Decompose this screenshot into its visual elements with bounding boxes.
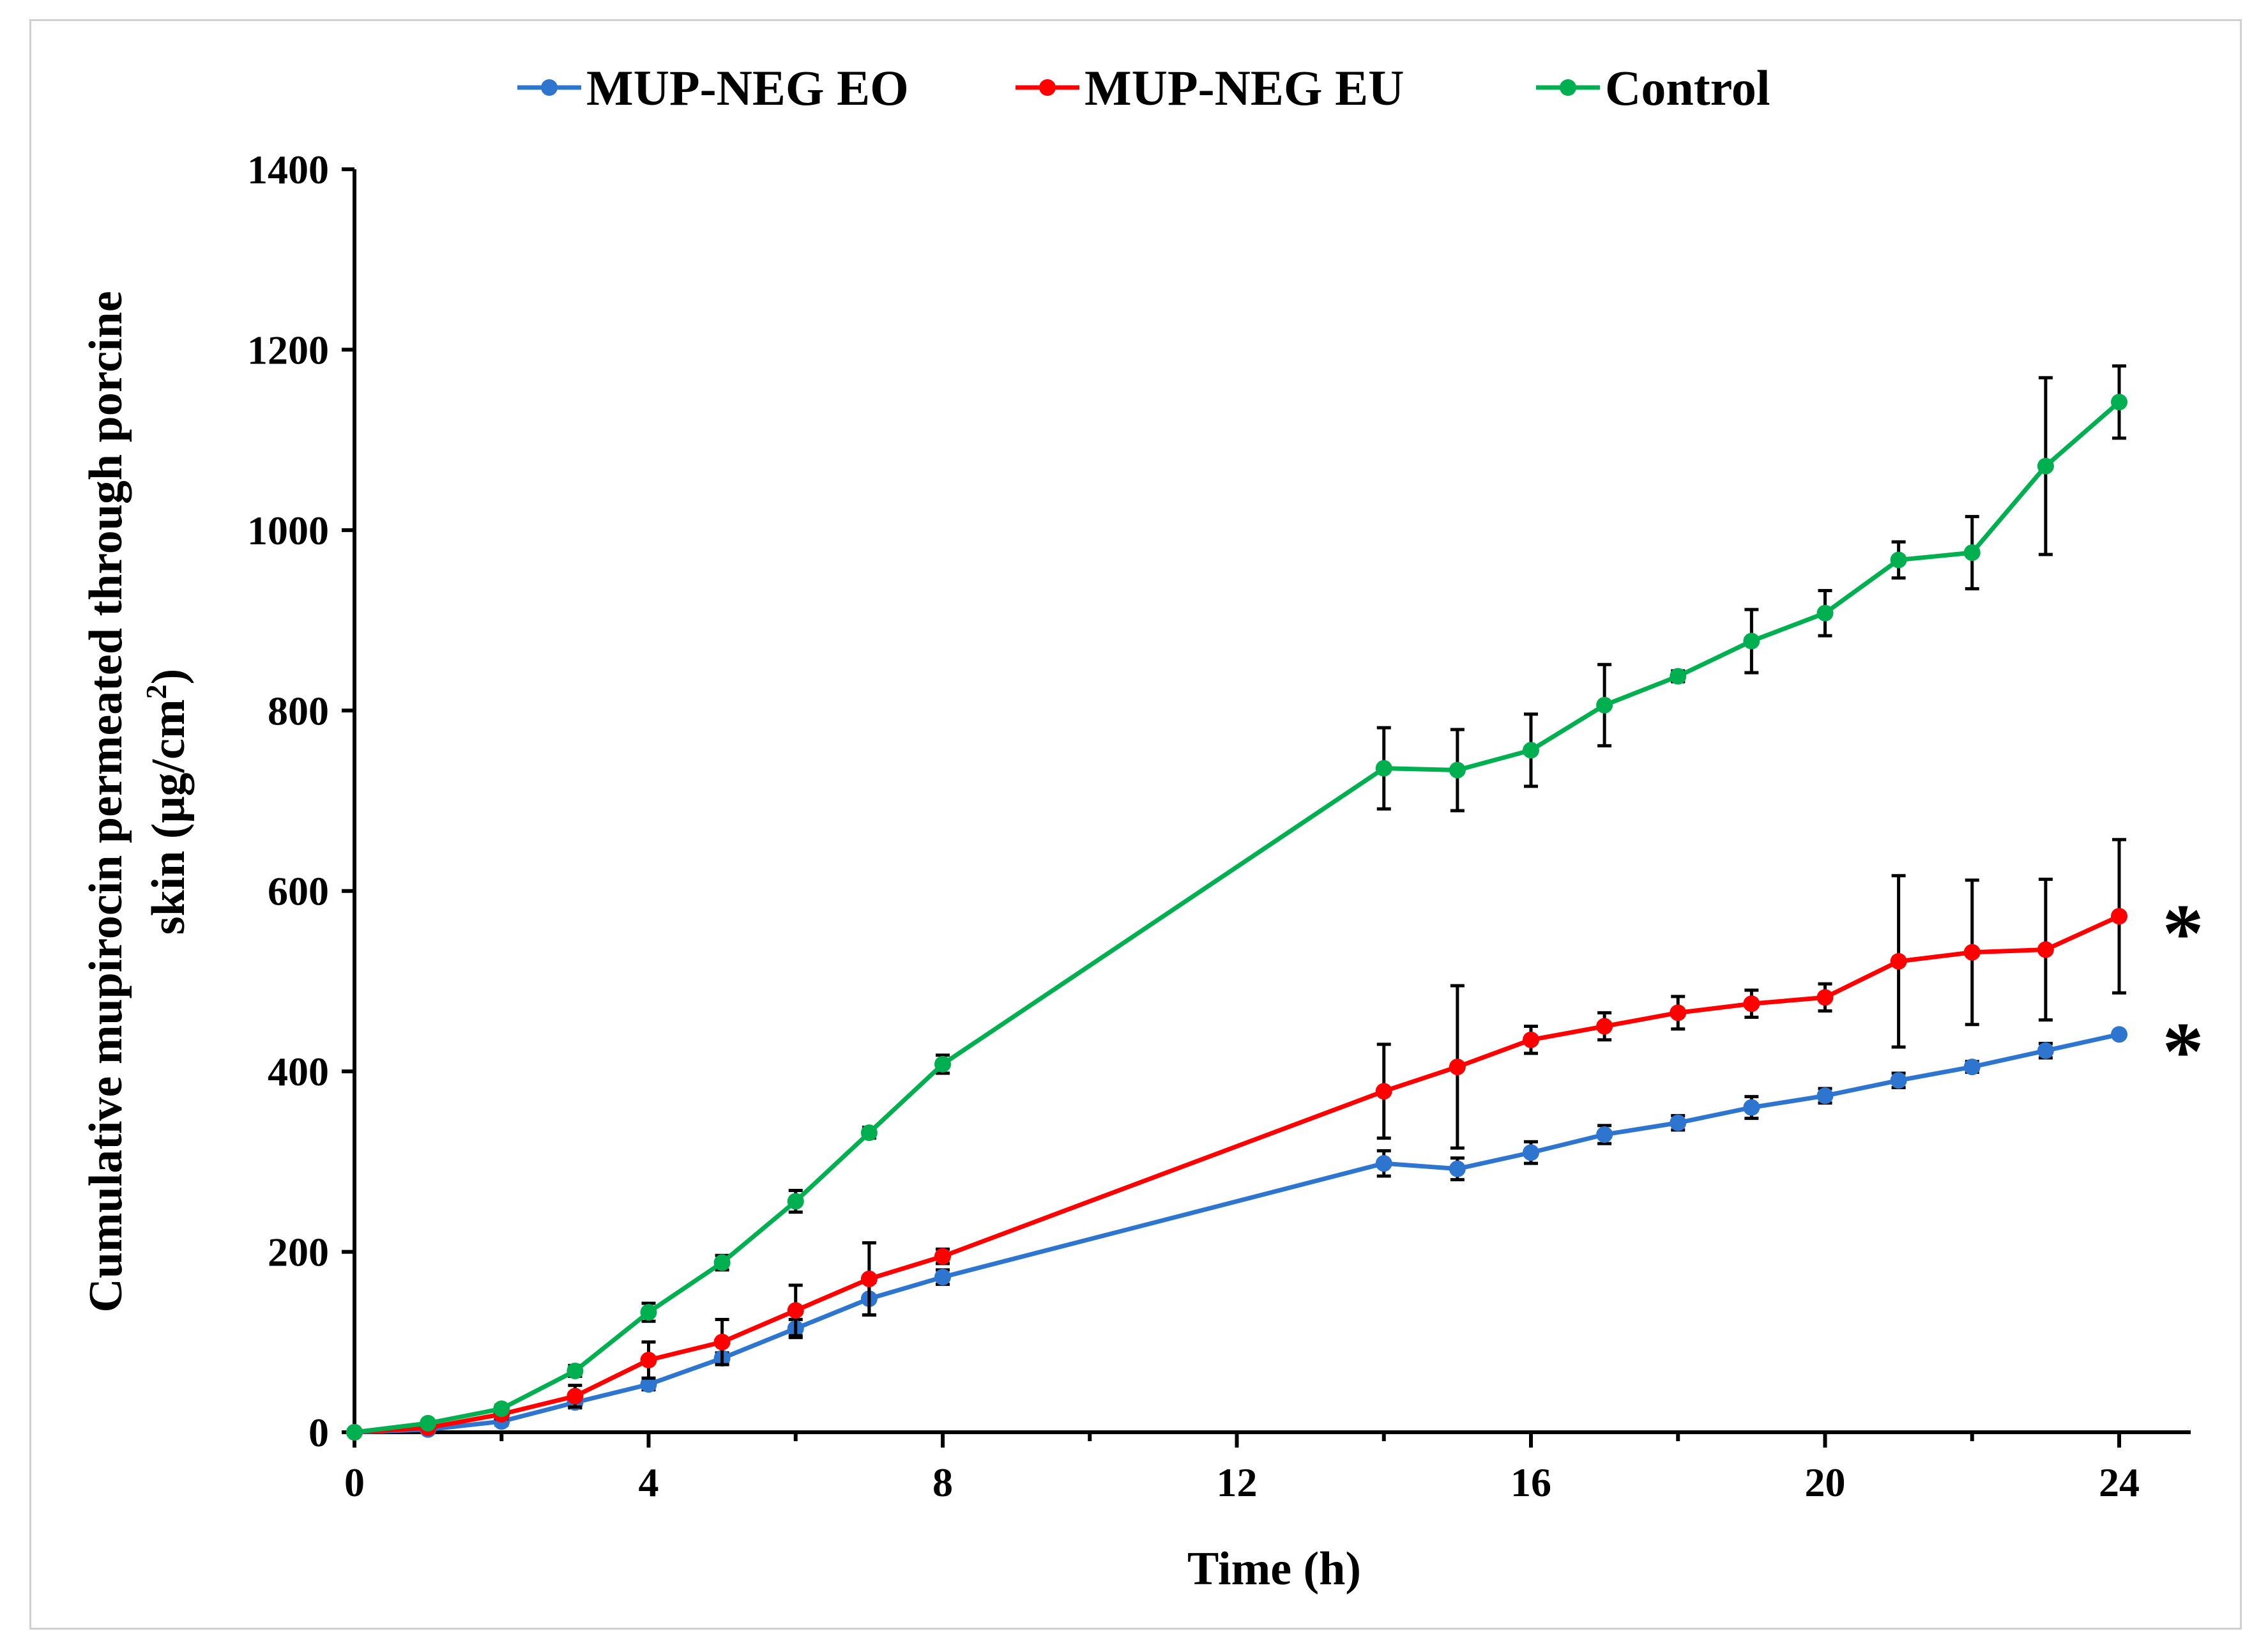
data-point — [1963, 544, 1981, 562]
data-point — [1963, 1059, 1981, 1076]
data-point — [1375, 1083, 1392, 1100]
y-tick-label: 1000 — [247, 508, 329, 553]
legend-label: MUP-NEG EO — [586, 60, 909, 116]
data-point — [2111, 1026, 2127, 1043]
y-tick-label: 0 — [308, 1410, 329, 1455]
x-tick-label: 4 — [639, 1460, 659, 1505]
data-point — [420, 1414, 437, 1432]
series-mup-neg-eu — [346, 837, 2127, 1441]
data-point — [934, 1248, 951, 1265]
y-axis-title-line2: skin (μg/cm2) — [140, 669, 195, 935]
legend-marker — [541, 79, 558, 96]
data-point — [1449, 761, 1466, 779]
data-point — [1375, 760, 1392, 777]
y-tick-label: 1200 — [247, 327, 329, 372]
data-point — [1743, 995, 1760, 1013]
x-axis-title: Time (h) — [1187, 1543, 1361, 1595]
data-point — [1670, 1004, 1687, 1021]
y-tick-label: 600 — [268, 869, 329, 914]
data-point — [1449, 1059, 1466, 1076]
legend-marker — [1560, 79, 1576, 96]
series-line — [354, 1032, 2120, 1435]
data-point — [713, 1254, 731, 1271]
data-point — [2037, 941, 2054, 958]
legend-marker — [1039, 79, 1056, 96]
legend-item: Control — [1536, 60, 1770, 116]
x-tick-label: 16 — [1511, 1460, 1551, 1505]
data-point — [1596, 696, 1613, 714]
data-point — [713, 1333, 731, 1350]
data-point — [1596, 1018, 1613, 1035]
data-point — [1670, 1114, 1687, 1131]
data-point — [1523, 1144, 1539, 1161]
data-point — [860, 1270, 878, 1287]
y-tick-label: 1400 — [247, 147, 329, 192]
legend: MUP-NEG EO MUP-NEG EU Control — [517, 60, 1770, 116]
data-point — [1743, 1099, 1760, 1116]
y-tick-label: 400 — [268, 1049, 329, 1094]
legend-label: Control — [1605, 60, 1770, 116]
y-axis-title-unit: skin (μg/cm — [142, 699, 195, 935]
series-layer: ** — [346, 364, 2204, 1441]
y-axis-title: Cumulative mupirocin permeated through p… — [80, 291, 132, 1312]
data-point — [934, 1055, 951, 1073]
data-point — [2111, 394, 2127, 411]
data-point — [934, 1269, 951, 1286]
data-point — [567, 1388, 584, 1405]
y-axis-title-superscript: 2 — [140, 684, 172, 699]
data-point — [1890, 1072, 1907, 1089]
data-point — [1816, 1087, 1834, 1105]
data-point — [1816, 989, 1834, 1006]
data-point — [2037, 1042, 2054, 1059]
significance-asterisk: * — [2163, 1006, 2204, 1098]
data-point — [567, 1362, 584, 1379]
x-tick-label: 20 — [1805, 1460, 1846, 1505]
series-line — [354, 914, 2120, 1435]
series-line — [354, 400, 2121, 1435]
data-point — [1670, 668, 1687, 685]
data-point — [640, 1376, 657, 1393]
x-tick-label: 8 — [932, 1460, 953, 1505]
data-point — [1375, 1155, 1392, 1172]
data-point — [1890, 952, 1907, 970]
data-point — [1890, 551, 1907, 569]
data-point — [493, 1400, 510, 1418]
data-point — [1963, 944, 1981, 961]
data-point — [2037, 457, 2054, 475]
legend-item: MUP-NEG EU — [1016, 60, 1404, 116]
x-tick-label: 12 — [1217, 1460, 1258, 1505]
legend-item: MUP-NEG EO — [517, 60, 909, 116]
data-point — [1816, 604, 1834, 622]
y-tick-label: 200 — [268, 1230, 329, 1275]
data-point — [346, 1424, 363, 1441]
data-point — [640, 1352, 657, 1369]
data-point — [2111, 908, 2127, 925]
x-tick-label: 24 — [2099, 1460, 2140, 1505]
legend-label: MUP-NEG EU — [1085, 60, 1404, 116]
data-point — [1596, 1126, 1613, 1143]
significance-asterisk: * — [2163, 887, 2204, 979]
data-point — [787, 1302, 804, 1319]
y-tick-label: 800 — [268, 688, 329, 733]
chart-frame — [29, 19, 2242, 1630]
data-point — [1449, 1160, 1466, 1177]
data-point — [1743, 632, 1760, 650]
data-point — [860, 1124, 878, 1142]
axes: 0 200 400 600 800 1000 1200 1400 0 4 8 12 16 20 24 — [247, 147, 2191, 1505]
x-tick-label: 0 — [344, 1460, 365, 1505]
series-control — [346, 364, 2127, 1441]
data-point — [1523, 1031, 1539, 1048]
data-point — [1523, 742, 1539, 759]
data-point — [787, 1193, 804, 1210]
y-axis-title-close: ) — [142, 669, 195, 685]
data-point — [640, 1304, 657, 1321]
